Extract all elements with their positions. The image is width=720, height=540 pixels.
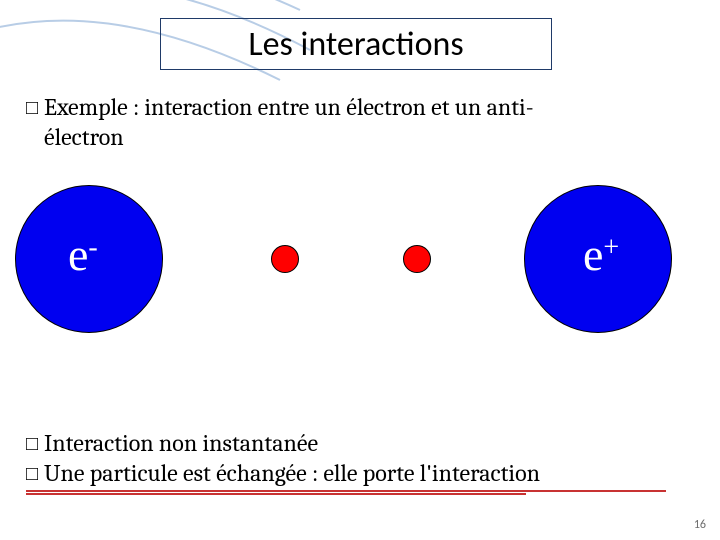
spellcheck-underline: [26, 490, 666, 492]
title-box: Les interactions: [160, 18, 552, 70]
electron-label: e-: [68, 228, 98, 281]
page-number: 16: [694, 518, 706, 532]
bullet-square-icon: □: [26, 432, 44, 457]
positron-label: e+: [583, 228, 619, 281]
bullet-square-icon: □: [26, 96, 44, 121]
bullet-non-instant: □Interaction non instantanée: [26, 428, 686, 458]
bullet-square-icon: □: [26, 462, 44, 487]
electron-particle: e-: [15, 185, 163, 333]
exchange-particle-2: [403, 245, 431, 273]
bullet-example: □Exemple : interaction entre un électron…: [26, 92, 686, 152]
slide-title: Les interactions: [248, 24, 463, 65]
bullet-exchange: □Une particule est échangée : elle porte…: [26, 458, 706, 488]
positron-particle: e+: [524, 185, 672, 333]
exchange-particle-1: [271, 245, 299, 273]
spellcheck-underline: [26, 493, 526, 495]
